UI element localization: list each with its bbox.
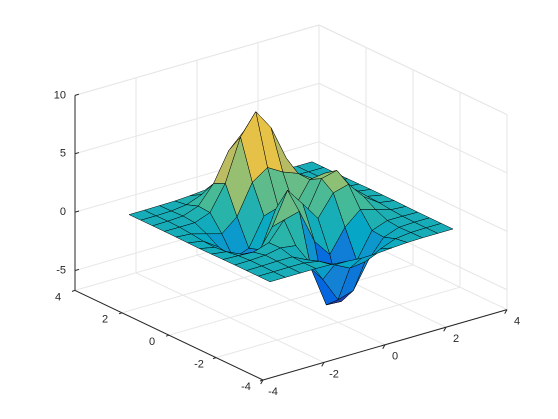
surface-face [258, 271, 286, 283]
grid-line [168, 264, 414, 336]
y-tick-mark [212, 357, 217, 360]
z-tick-mark [74, 268, 80, 272]
y-tick-mark [259, 379, 264, 382]
grid-line [74, 82, 320, 155]
z-tick-mark [74, 152, 80, 155]
y-tick-mark [71, 289, 76, 292]
box-edge [74, 24, 320, 96]
x-tick-label: 2 [453, 333, 459, 345]
y-tick-label: 2 [102, 314, 108, 326]
x-tick-label: -4 [268, 386, 278, 398]
box-edge [318, 24, 508, 116]
z-tick-mark [74, 93, 80, 96]
y-tick-label: -2 [194, 359, 204, 371]
x-tick-label: 4 [514, 316, 520, 328]
y-tick-mark [118, 312, 123, 315]
z-tick-mark [74, 210, 80, 213]
z-tick-label: -5 [56, 264, 66, 276]
z-tick-label: 10 [54, 89, 66, 101]
z-tick-label: 5 [60, 148, 66, 160]
x-tick-mark [321, 362, 325, 367]
y-tick-mark [165, 334, 170, 337]
x-tick-label: 0 [392, 351, 398, 363]
y-tick-label: 4 [55, 291, 61, 303]
y-tick-label: -4 [241, 381, 251, 393]
x-tick-mark [504, 309, 508, 314]
grid-line [318, 141, 508, 232]
x-tick-mark [382, 344, 386, 350]
grid-line [215, 286, 461, 359]
grid-line [318, 82, 508, 174]
x-tick-mark [260, 379, 264, 385]
x-tick-mark [443, 326, 447, 332]
y-tick-label: 0 [149, 336, 155, 348]
z-tick-label: 0 [60, 206, 66, 218]
x-tick-label: -2 [329, 368, 339, 380]
